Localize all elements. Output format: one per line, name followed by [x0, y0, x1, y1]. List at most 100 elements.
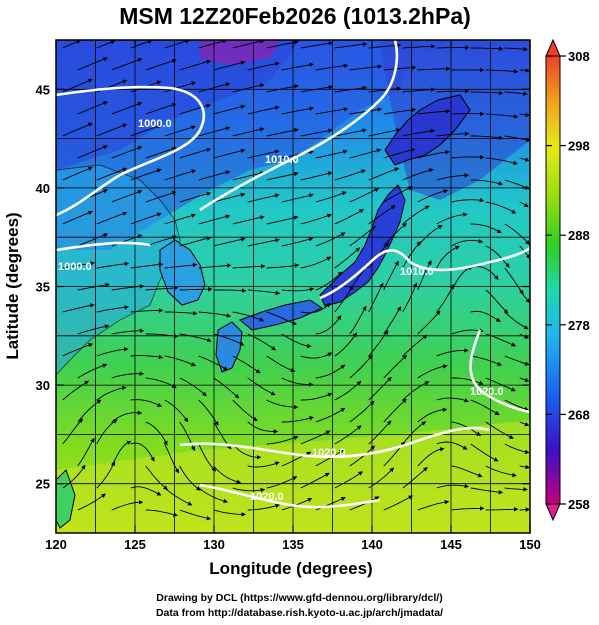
streamline — [247, 503, 280, 511]
streamline — [179, 465, 201, 491]
y-tick-label: 40 — [36, 181, 50, 196]
streamline — [62, 78, 93, 93]
streamline — [96, 305, 130, 313]
taiwan-landmass — [56, 469, 76, 529]
streamline — [77, 57, 108, 71]
streamline — [130, 262, 164, 269]
streamline — [300, 352, 333, 359]
streamline — [77, 282, 110, 291]
streamline — [213, 509, 247, 517]
streamline — [232, 171, 265, 181]
streamline — [383, 260, 399, 291]
streamline — [504, 135, 530, 143]
streamline — [383, 147, 416, 159]
streamline — [247, 149, 280, 159]
streamline — [179, 147, 212, 159]
streamline — [130, 442, 155, 462]
streamline — [62, 418, 83, 445]
colorbar-scale — [545, 55, 561, 505]
streamline — [368, 282, 384, 313]
colorbar-label: 308 — [568, 49, 590, 64]
streamline — [62, 464, 86, 489]
colorbar: 308 298 288 278 268 258 — [545, 38, 590, 522]
streamline — [281, 237, 314, 247]
x-axis-label: Longitude (degrees) — [209, 559, 372, 578]
streamline — [179, 421, 196, 451]
streamline — [300, 392, 333, 401]
streamline — [77, 493, 106, 511]
streamline — [62, 303, 95, 313]
streamline — [111, 145, 143, 159]
streamline — [315, 191, 347, 203]
streamline — [402, 205, 430, 225]
streamline — [96, 461, 116, 489]
streamline — [504, 487, 528, 492]
streamline — [96, 385, 127, 401]
streamline — [519, 507, 530, 512]
streamline — [198, 443, 217, 472]
x-tick-label: 140 — [361, 537, 383, 552]
streamline — [179, 333, 212, 343]
streamline — [266, 476, 298, 489]
streamline — [402, 168, 434, 181]
colorbar-min-arrow — [545, 503, 561, 522]
streamline — [451, 154, 485, 160]
streamline — [504, 311, 529, 330]
streamline — [96, 123, 128, 137]
streamline — [368, 376, 392, 401]
x-tick-label: 125 — [124, 537, 146, 552]
y-tick-labels: 25 30 35 40 45 — [36, 82, 50, 491]
streamline — [402, 381, 430, 401]
credit-drawing: Drawing by DCL (https://www.gfd-dennou.o… — [156, 592, 443, 604]
streamline — [232, 83, 265, 93]
streamline — [519, 377, 530, 383]
streamline — [232, 40, 265, 49]
streamline — [334, 332, 358, 357]
streamline — [164, 125, 197, 137]
streamline — [470, 179, 504, 186]
streamline — [164, 399, 189, 423]
streamline — [77, 437, 95, 467]
streamline — [77, 399, 102, 423]
isobars — [56, 40, 530, 509]
streamline — [436, 483, 470, 489]
streamline — [198, 487, 229, 504]
streamline — [368, 167, 400, 181]
streamline — [213, 148, 246, 159]
streamline — [96, 261, 130, 269]
streamline — [145, 509, 178, 517]
streamline — [111, 410, 143, 423]
streamline — [349, 148, 382, 159]
streamline — [519, 68, 530, 73]
streamline — [62, 380, 90, 401]
streamline — [315, 271, 343, 291]
streamline — [470, 135, 504, 140]
streamline — [111, 101, 143, 115]
streamline — [315, 449, 345, 467]
streamline — [436, 245, 460, 269]
lat-lon-grid — [56, 40, 530, 533]
streamline — [164, 443, 179, 474]
streamline — [145, 102, 177, 115]
streamline — [470, 355, 503, 366]
streamline — [281, 287, 315, 292]
streamline — [266, 355, 296, 373]
streamline — [519, 421, 530, 427]
streamline — [470, 46, 504, 52]
streamline — [402, 334, 428, 357]
streamline — [519, 201, 529, 208]
streamline — [62, 40, 81, 49]
streamline — [470, 399, 500, 416]
streamline — [383, 65, 417, 71]
isobar-1020-far-south — [199, 483, 381, 509]
streamline — [451, 328, 484, 335]
streamline — [130, 168, 162, 181]
streamline — [111, 371, 145, 379]
y-tick-label: 45 — [36, 82, 50, 97]
streamline — [315, 107, 349, 115]
streamline — [232, 355, 261, 374]
isobar-1010-east — [319, 246, 530, 300]
streamline — [77, 363, 108, 379]
streamline — [198, 399, 219, 426]
isobar-label: 1020.0 — [312, 447, 346, 459]
